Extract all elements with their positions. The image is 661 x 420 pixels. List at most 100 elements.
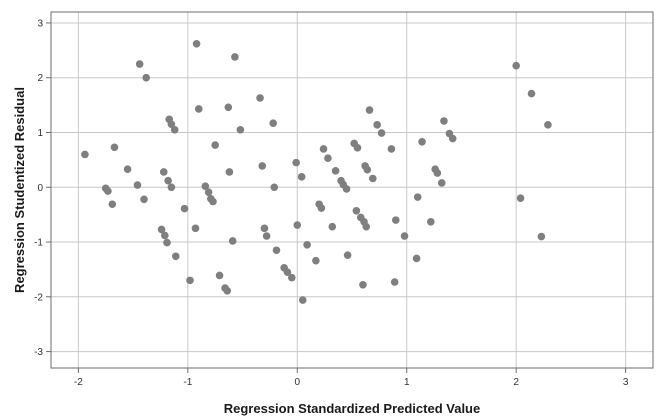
plot-background xyxy=(51,12,653,368)
data-point xyxy=(231,53,239,61)
data-point xyxy=(269,119,277,127)
data-point xyxy=(440,117,448,125)
data-point xyxy=(283,268,292,276)
data-point xyxy=(516,194,525,203)
data-point xyxy=(437,179,446,187)
y-axis-ticks: -3 -2 -1 0 1 2 3 xyxy=(34,18,51,358)
horizontal-gridlines xyxy=(51,22,653,353)
data-point xyxy=(186,276,194,285)
data-point xyxy=(270,183,279,192)
data-point xyxy=(123,165,132,173)
data-point xyxy=(258,162,267,170)
x-tick-label: 1 xyxy=(404,377,410,388)
y-axis-title: Regression Studentized Residual xyxy=(12,87,27,293)
y-tick-label: 3 xyxy=(37,18,43,29)
data-point xyxy=(352,207,361,215)
data-point xyxy=(164,176,172,185)
data-point xyxy=(377,129,386,137)
data-points xyxy=(81,39,552,304)
data-point xyxy=(331,167,340,175)
data-point xyxy=(201,182,210,190)
data-point xyxy=(298,296,307,304)
x-tick-label: 2 xyxy=(513,377,519,388)
data-point xyxy=(236,125,245,134)
data-point xyxy=(215,271,224,280)
data-point xyxy=(108,200,117,209)
data-point xyxy=(167,120,176,129)
data-point xyxy=(224,103,233,112)
data-point xyxy=(211,141,219,149)
data-point xyxy=(223,286,232,295)
y-tick-label: 1 xyxy=(37,128,43,139)
data-point xyxy=(142,73,151,82)
data-point xyxy=(412,254,421,263)
data-point xyxy=(209,197,217,206)
data-point xyxy=(373,121,381,129)
data-point xyxy=(140,195,148,204)
data-point xyxy=(228,237,237,245)
data-point xyxy=(81,150,89,159)
data-point xyxy=(256,94,264,102)
data-point xyxy=(512,61,520,70)
y-tick-label: -3 xyxy=(34,347,43,358)
data-point xyxy=(272,246,281,255)
data-point xyxy=(427,217,435,226)
data-point xyxy=(192,39,201,48)
data-point xyxy=(292,158,300,167)
x-tick-label: 0 xyxy=(294,377,300,388)
plot-frame xyxy=(50,11,654,369)
data-point xyxy=(133,181,142,189)
data-point xyxy=(418,138,426,146)
data-point xyxy=(157,225,166,234)
data-point xyxy=(390,278,399,286)
x-tick-label: -2 xyxy=(74,377,83,388)
data-point xyxy=(400,232,409,240)
data-point xyxy=(194,105,203,113)
data-point xyxy=(365,106,374,114)
data-point xyxy=(303,240,311,249)
data-point xyxy=(293,221,302,229)
x-axis-ticks: -2 -1 0 1 2 3 xyxy=(74,368,629,388)
data-point xyxy=(362,222,371,231)
data-point xyxy=(317,204,326,212)
x-tick-label: -1 xyxy=(183,377,192,388)
data-point xyxy=(342,185,351,193)
data-point xyxy=(544,121,552,129)
data-point xyxy=(363,165,372,174)
data-point xyxy=(391,216,400,224)
data-point xyxy=(135,60,144,68)
data-point xyxy=(387,145,396,153)
y-tick-label: 2 xyxy=(37,73,43,84)
data-point xyxy=(262,232,271,240)
data-point xyxy=(225,168,234,176)
data-point xyxy=(260,224,269,233)
data-point xyxy=(413,193,422,201)
y-tick-label: -1 xyxy=(34,238,43,249)
data-point xyxy=(319,145,328,153)
data-point xyxy=(163,238,171,247)
data-point xyxy=(167,183,176,192)
data-point xyxy=(170,125,179,134)
data-point xyxy=(312,256,320,265)
data-point xyxy=(110,143,119,152)
data-point xyxy=(191,224,200,233)
data-point xyxy=(324,154,332,163)
data-point xyxy=(433,169,442,177)
data-point xyxy=(297,173,306,181)
y-tick-label: 0 xyxy=(37,183,43,194)
data-point xyxy=(161,231,169,240)
data-point xyxy=(527,89,536,98)
data-point xyxy=(328,222,337,231)
vertical-gridlines xyxy=(77,12,627,368)
data-point xyxy=(159,168,168,176)
x-axis-title: Regression Standardized Predicted Value xyxy=(224,401,480,416)
data-point xyxy=(368,174,377,183)
data-point xyxy=(448,134,457,143)
data-point xyxy=(353,144,362,152)
data-point xyxy=(537,232,546,241)
y-tick-label: -2 xyxy=(34,292,43,303)
x-tick-label: 3 xyxy=(623,377,629,388)
data-point xyxy=(343,251,352,259)
data-point xyxy=(359,280,367,289)
